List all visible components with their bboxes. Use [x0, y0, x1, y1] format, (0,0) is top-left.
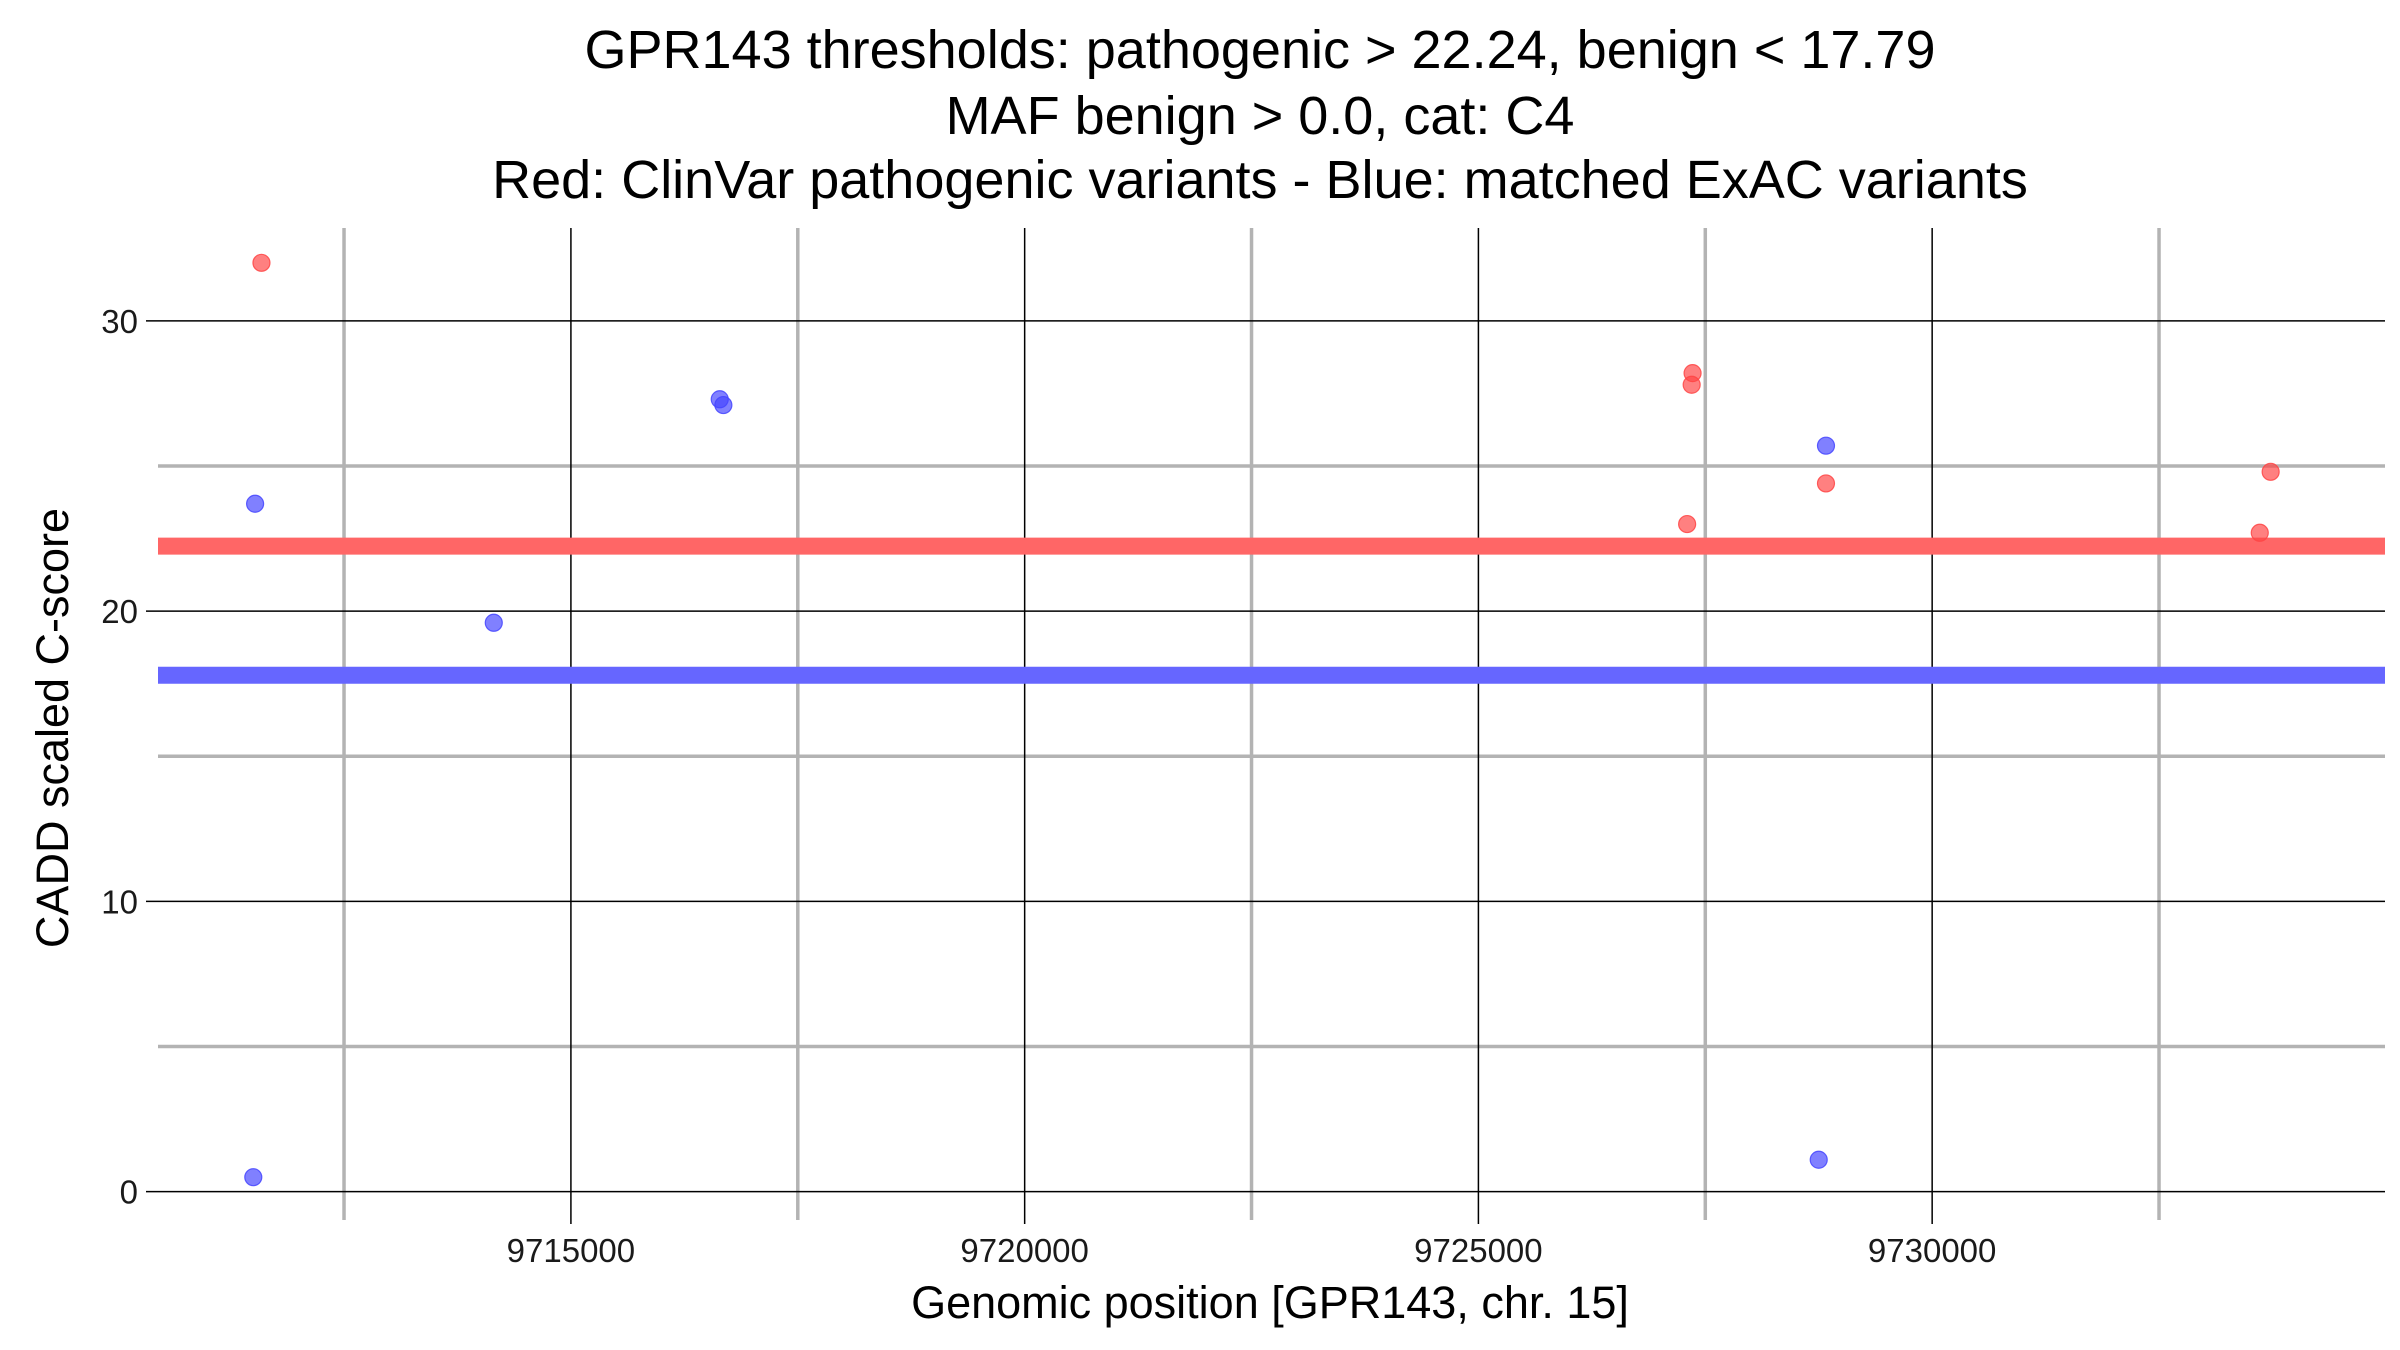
- data-point-pathogenic: [1816, 474, 1836, 493]
- chart-title-line-2: MAF benign > 0.0, cat: C4: [946, 86, 1575, 146]
- data-points: [244, 253, 2280, 1187]
- data-point-exac: [1816, 436, 1836, 455]
- x-tick-label: 9720000: [960, 1232, 1088, 1269]
- chart-title: GPR143 thresholds: pathogenic > 22.24, b…: [492, 20, 2028, 210]
- data-point-pathogenic: [1678, 514, 1697, 534]
- y-tick-label: 10: [101, 883, 138, 920]
- chart-title-line-3: Red: ClinVar pathogenic variants - Blue:…: [492, 150, 2028, 210]
- y-tick-label: 30: [101, 303, 138, 340]
- data-point-pathogenic: [2261, 462, 2280, 481]
- minor-gridlines: [158, 228, 2385, 1220]
- y-axis-ticks: 0 10 20 30: [101, 303, 138, 1211]
- threshold-lines: [158, 537, 2385, 684]
- data-point-pathogenic: [252, 253, 271, 272]
- y-tick-label: 0: [120, 1174, 138, 1211]
- data-point-exac: [714, 395, 733, 415]
- y-tick-label: 20: [101, 593, 138, 630]
- major-gridlines: [146, 228, 2385, 1224]
- x-axis-label: Genomic position [GPR143, chr. 15]: [911, 1277, 1629, 1328]
- x-tick-label: 9725000: [1414, 1232, 1542, 1269]
- data-point-pathogenic: [2250, 523, 2269, 542]
- data-point-exac: [246, 494, 265, 513]
- x-tick-label: 9730000: [1868, 1232, 1996, 1269]
- x-axis-ticks: 9715000 9720000 9725000 9730000: [507, 1232, 1997, 1269]
- data-point-exac: [1809, 1150, 1828, 1169]
- chart-title-line-1: GPR143 thresholds: pathogenic > 22.24, b…: [584, 20, 1935, 80]
- data-point-pathogenic: [1682, 375, 1701, 394]
- x-tick-label: 9715000: [507, 1232, 635, 1269]
- y-axis-label: CADD scaled C-score: [27, 508, 78, 948]
- data-point-exac: [244, 1168, 263, 1187]
- data-point-exac: [484, 613, 503, 632]
